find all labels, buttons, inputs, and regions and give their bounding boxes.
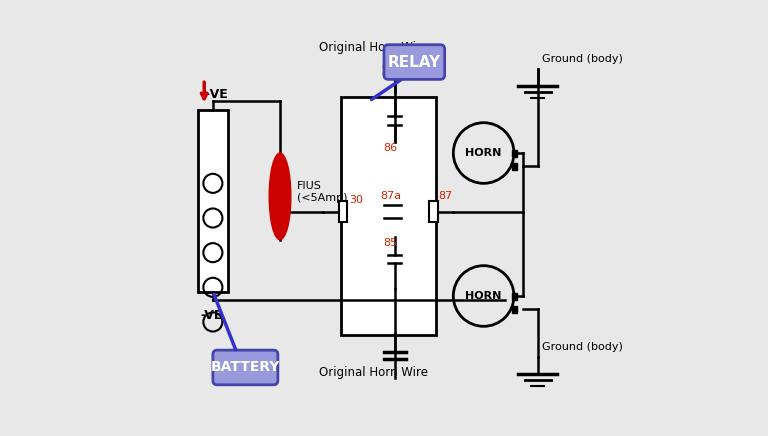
Text: 87a: 87a (380, 191, 401, 201)
Bar (197, 110, 228, 292)
Text: Original Horn Wire: Original Horn Wire (319, 366, 428, 379)
Text: FIUS
(<5Amp): FIUS (<5Amp) (297, 181, 348, 203)
FancyBboxPatch shape (213, 350, 278, 385)
Text: RELAY: RELAY (388, 54, 441, 69)
Bar (511, 293, 517, 300)
Text: BATTERY: BATTERY (210, 361, 280, 375)
Bar (341, 97, 436, 335)
Text: HORN: HORN (465, 291, 502, 301)
Ellipse shape (270, 153, 291, 240)
Text: 87: 87 (439, 191, 452, 201)
FancyBboxPatch shape (384, 45, 445, 79)
Text: 85: 85 (383, 238, 398, 248)
Bar (511, 163, 517, 170)
Text: +VE: +VE (200, 88, 229, 101)
Bar (429, 201, 439, 222)
Text: Ground (body): Ground (body) (542, 342, 623, 352)
Text: Ground (body): Ground (body) (542, 54, 623, 64)
Text: 86: 86 (383, 143, 398, 153)
Bar (511, 150, 517, 157)
Text: Original Horn Wire: Original Horn Wire (319, 41, 428, 54)
Text: HORN: HORN (465, 148, 502, 158)
Text: -VE: -VE (200, 309, 222, 322)
Text: 30: 30 (349, 195, 363, 205)
Bar (339, 201, 347, 222)
Bar (511, 306, 517, 313)
